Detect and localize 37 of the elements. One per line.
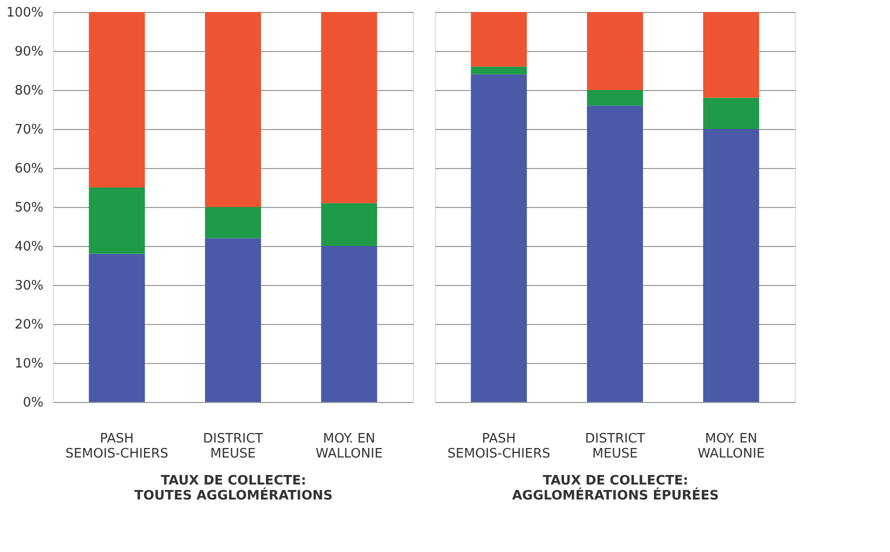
bar <box>587 106 643 402</box>
y-tick-label: 40% <box>14 240 44 254</box>
bar <box>470 74 527 402</box>
bar <box>321 12 378 204</box>
y-tick-label: 50% <box>14 200 44 216</box>
y-tick-label: 70% <box>14 122 44 138</box>
bar <box>703 129 760 402</box>
y-tick-label: 20% <box>14 318 44 332</box>
x-axis-title: TAUX DE COLLECTE: AGGLOMÉRATIONS ÉPURÉES <box>512 474 719 504</box>
y-tick-label: 80% <box>14 84 44 98</box>
x-tick-label: DISTRICT MEUSE <box>203 432 264 462</box>
x-tick-label: MOY. EN WALLONIE <box>698 432 765 462</box>
bar <box>88 254 145 402</box>
bar <box>321 203 378 246</box>
bar <box>88 12 145 188</box>
bar <box>587 12 643 90</box>
y-tick-label: 60% <box>14 162 44 176</box>
bar <box>703 98 760 129</box>
bar <box>703 12 760 98</box>
bar <box>587 90 643 106</box>
bar <box>470 12 527 67</box>
y-tick-label: 0% <box>22 396 44 410</box>
x-tick-label: PASH SEMOIS-CHIERS <box>65 432 168 462</box>
x-axis-title: TAUX DE COLLECTE: TOUTES AGGLOMÉRATIONS <box>134 474 333 504</box>
bar <box>205 207 261 238</box>
bar <box>470 66 527 74</box>
x-tick-label: DISTRICT MEUSE <box>585 432 646 462</box>
y-tick-label: 10% <box>14 356 44 372</box>
x-tick-label: MOY. EN WALLONIE <box>316 432 383 462</box>
bar <box>205 12 261 207</box>
y-tick-label: 90% <box>14 44 44 60</box>
x-tick-label: PASH SEMOIS-CHIERS <box>447 432 550 462</box>
bar <box>205 238 261 402</box>
y-tick-label: 100% <box>6 6 44 20</box>
bar <box>321 246 378 402</box>
y-tick-label: 30% <box>14 278 44 294</box>
bar <box>88 188 145 254</box>
